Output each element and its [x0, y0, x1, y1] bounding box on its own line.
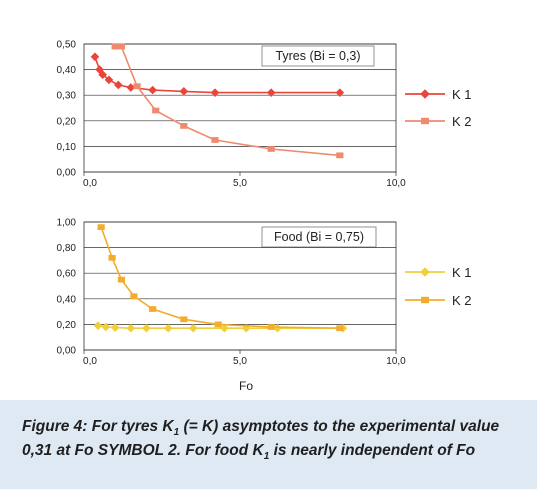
tyres-series-1-point [179, 87, 189, 96]
food-y-tick-label: 0,80 [57, 243, 77, 254]
caption-text-3: is nearly independent of Fo [269, 442, 476, 460]
tyres-series-2-line [115, 45, 340, 157]
tyres-chart-title: Tyres (Bi = 0,3) [275, 49, 360, 63]
tyres-x-tick-label: 0,0 [83, 178, 97, 189]
tyres-legend-marker-1 [420, 89, 430, 99]
tyres-y-tick-label: 0,40 [57, 65, 77, 76]
chart-food: 0,00 0,20 0,40 0,60 0,80 1,00 0,0 5,0 10,0 Food (… [57, 218, 472, 394]
food-series-1-point [188, 323, 198, 333]
caption-subscript-1: 1 [173, 427, 180, 439]
tyres-series-2-point [152, 107, 160, 114]
food-series-2-point [214, 321, 222, 328]
food-y-tick-label: 0,60 [57, 269, 77, 280]
caption-subscript-2: 1 [263, 451, 270, 463]
figure-caption: Figure 4: For tyres K1 (= K) asymptotes … [0, 400, 537, 489]
caption-text-2: (= K) asymptotes to the experimental val… [22, 418, 500, 460]
food-x-tick-label: 10,0 [386, 356, 406, 367]
tyres-series-2-point [211, 137, 219, 143]
food-y-tick-label: 0,20 [57, 320, 77, 331]
food-series-2-point [117, 276, 126, 283]
tyres-y-tick-label: 0,50 [57, 40, 77, 51]
food-y-tick-label: 0,00 [57, 346, 77, 357]
tyres-series-1-point [148, 85, 157, 95]
food-series-2-point [130, 293, 138, 300]
tyres-series-1-point [126, 83, 136, 92]
food-series-1-point [101, 322, 111, 332]
tyres-series-2-point [180, 123, 188, 129]
tyres-legend-marker-2 [421, 117, 429, 125]
tyres-series-2-point [336, 152, 344, 159]
food-series-1-point [163, 323, 173, 333]
charts-canvas: 0,00 0,10 0,20 0,30 0,40 0,50 0,0 5,0 10,0 Tyres … [57, 40, 472, 394]
tyres-y-tick-label: 0,30 [57, 91, 77, 102]
tyres-series-2-point [117, 43, 126, 50]
tyres-series-1-point [104, 75, 114, 85]
food-series-2-point [267, 324, 275, 330]
food-y-tick-label: 1,00 [57, 218, 77, 229]
food-chart-title: Food (Bi = 0,75) [274, 230, 364, 244]
tyres-y-tick-label: 0,00 [57, 168, 77, 179]
tyres-series-2-point [267, 146, 275, 152]
food-series-1-point [220, 323, 229, 333]
food-series-1-point [93, 321, 103, 330]
tyres-legend-label-1: K 1 [452, 87, 472, 102]
chart-tyres: 0,00 0,10 0,20 0,30 0,40 0,50 0,0 5,0 10,0 Tyres … [57, 40, 472, 190]
food-x-axis-label: Fo [239, 379, 253, 393]
food-legend-marker-1 [420, 267, 430, 277]
food-series-2-point [336, 325, 344, 332]
food-x-tick-label: 5,0 [233, 356, 247, 367]
tyres-series-1-point [210, 88, 220, 97]
food-series-2-point [108, 254, 116, 261]
tyres-x-tick-label: 5,0 [233, 178, 247, 189]
tyres-series-1-point [114, 80, 123, 90]
tyres-y-tick-label: 0,20 [57, 116, 77, 127]
food-series-2-point [149, 306, 157, 312]
food-y-tick-label: 0,40 [57, 294, 77, 305]
food-series-1-point [126, 323, 136, 333]
tyres-series-1-point [90, 52, 100, 62]
tyres-y-tick-label: 0,10 [57, 142, 77, 153]
tyres-series-1-point [266, 88, 276, 97]
food-legend-label-1: K 1 [452, 265, 472, 280]
food-series-1-point [273, 323, 282, 333]
food-legend-marker-2 [421, 296, 429, 304]
tyres-title-box [261, 45, 375, 67]
tyres-legend-label-2: K 2 [452, 114, 472, 129]
food-series-1-point [110, 323, 120, 332]
tyres-series-2-point [133, 83, 141, 90]
food-series-2-point [180, 316, 188, 323]
food-series-1-point [142, 323, 151, 333]
food-legend-label-2: K 2 [452, 293, 472, 308]
caption-text-1: Figure 4: For tyres K [22, 418, 174, 435]
tyres-x-tick-label: 10,0 [386, 178, 406, 189]
food-x-tick-label: 0,0 [83, 356, 97, 367]
food-series-2-point [97, 224, 105, 230]
food-title-box [261, 226, 377, 248]
tyres-series-1-point [98, 70, 108, 80]
tyres-series-2-point [111, 43, 119, 50]
tyres-series-1-point [335, 88, 345, 97]
